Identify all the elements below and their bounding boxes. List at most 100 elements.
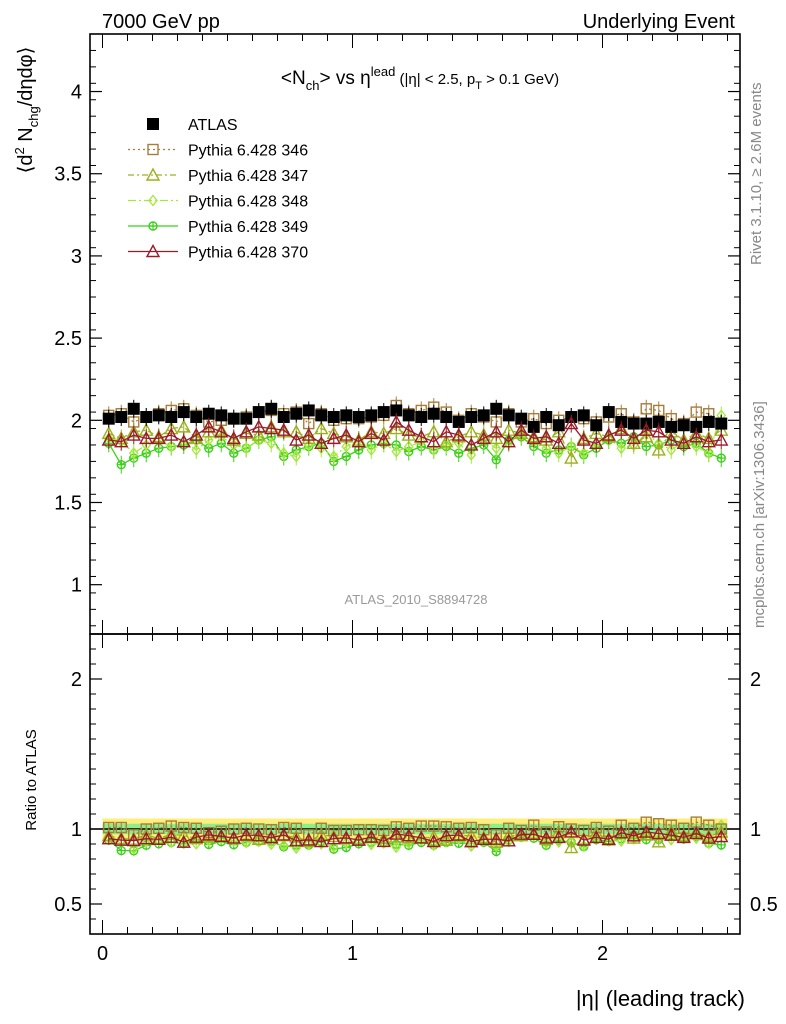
marker-shape [114,832,129,846]
marker-shape [391,841,402,854]
data-point [701,434,716,448]
data-point [502,409,515,422]
marker-shape [301,832,316,846]
data-point [489,430,504,445]
marker-shape [465,821,477,834]
data-point [665,420,678,433]
marker-shape [601,831,616,845]
ratio-point [701,830,716,844]
data-point [364,425,379,440]
marker-shape [327,411,340,424]
marker-shape [564,450,579,464]
marker-shape [314,421,329,435]
data-point [715,417,728,430]
marker-shape [714,829,729,843]
data-point [276,422,291,436]
marker-shape [278,447,289,460]
ratio-point [189,829,204,843]
x-axis-label: |η| (leading track) [576,986,745,1011]
y-tick-label: 2.5 [54,328,82,350]
marker-shape [526,826,541,841]
marker-shape [564,824,579,838]
marker-shape [477,409,490,422]
data-point [190,411,203,424]
marker-shape [291,450,302,463]
data-point [491,442,502,455]
marker-shape [639,824,654,838]
ratio-point [503,822,515,834]
marker-shape [590,419,603,432]
ratio-point [276,827,291,841]
data-point [415,411,428,424]
marker-shape [428,839,439,852]
data-point [389,421,404,435]
ratio-point [664,827,679,841]
marker-shape [651,834,666,848]
data-point [451,427,466,441]
legend-entry-0: ATLAS [147,117,238,134]
marker-shape [314,435,329,450]
marker-shape [264,421,279,435]
legend-marker [147,118,159,130]
marker-shape [714,432,729,446]
marker-shape [451,827,466,841]
data-point [201,419,216,433]
legend: ATLAS Pythia 6.428 346 Pythia 6.428 347 Pyt… [128,117,308,262]
marker-shape [401,830,416,844]
marker-shape [440,411,453,424]
ratio-point [601,831,616,845]
data-point [602,406,615,419]
data-point [265,402,278,415]
marker-shape [352,411,365,424]
marker-shape [328,450,339,463]
data-point [315,409,328,422]
marker-shape [303,838,314,851]
data-point [402,409,415,422]
ratio-point [339,830,354,844]
data-point [214,424,229,438]
marker-shape [639,429,654,443]
data-point [139,430,154,445]
marker-shape [539,831,554,846]
marker-shape [201,419,216,433]
data-point [616,442,627,455]
marker-shape [376,833,391,848]
marker-shape [290,407,303,420]
marker-shape [101,831,116,845]
marker-shape [564,416,579,430]
marker-shape [164,427,179,441]
marker-shape [489,424,504,438]
data-point [166,440,177,453]
data-point [640,403,652,415]
marker-shape [503,822,515,834]
marker-shape [377,406,390,419]
marker-shape [389,414,404,428]
data-point [341,440,352,453]
data-point [691,440,702,453]
marker-shape [703,819,715,831]
marker-shape [239,827,254,841]
ratio-point [251,828,266,842]
ratio-point [539,831,554,846]
ratio-point [301,832,316,846]
data-point [540,411,553,424]
marker-shape [214,424,229,438]
marker-shape [616,442,627,455]
ratio-point [101,831,116,845]
marker-shape [364,425,379,440]
marker-shape [203,433,214,447]
ratio-tick-label-left: 1 [71,819,82,841]
legend-label: Pythia 6.428 346 [188,143,308,160]
x-tick-label: 2 [597,943,608,965]
marker-shape [401,828,416,842]
marker-shape [115,821,127,834]
marker-shape [251,828,266,842]
legend-marker [147,143,159,156]
data-point [151,430,166,445]
marker-shape [541,837,552,850]
data-point [152,409,165,422]
marker-shape [240,412,253,425]
ratio-point [226,830,241,844]
marker-shape [403,440,414,453]
marker-shape [664,827,679,841]
